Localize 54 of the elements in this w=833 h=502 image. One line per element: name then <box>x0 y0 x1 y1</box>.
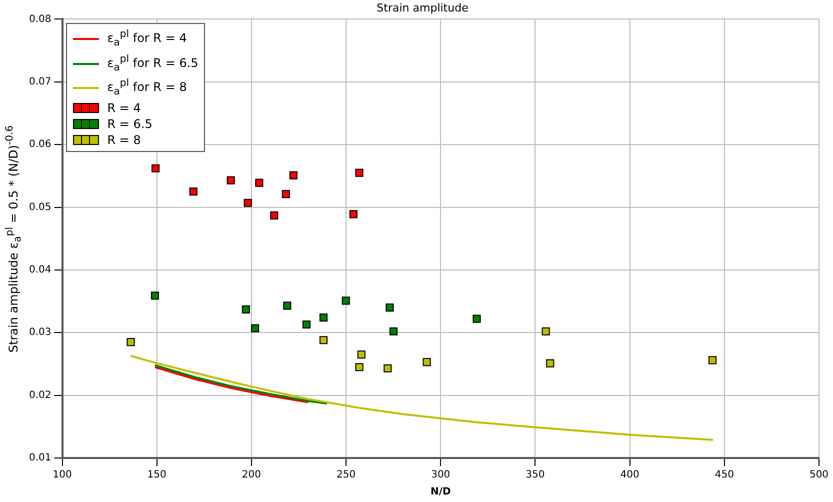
point <box>546 359 554 368</box>
legend-label: R = 4 <box>107 100 141 116</box>
x-tick-label: 100 <box>52 470 72 481</box>
point <box>472 314 481 323</box>
legend-label: ε$_{a}$$^{pl}$ for R = 6.5 <box>107 52 198 75</box>
y-tick-label: 0.01 <box>29 452 52 464</box>
y-tick-label: 0.05 <box>29 202 52 213</box>
point <box>251 324 260 332</box>
point <box>289 171 298 180</box>
point <box>283 302 292 310</box>
point <box>357 350 366 359</box>
x-tick-label: 300 <box>431 470 450 481</box>
x-tick-label: 250 <box>336 470 356 481</box>
point <box>150 292 159 300</box>
point <box>319 336 328 344</box>
point <box>542 327 550 336</box>
y-tick-label: 0.08 <box>29 14 52 25</box>
legend-label: ε$_{a}$$^{pl}$ for R = 8 <box>107 76 187 100</box>
point <box>349 210 358 218</box>
y-tick-label: 0.06 <box>29 139 52 150</box>
point <box>244 198 252 207</box>
point <box>319 314 328 322</box>
point <box>384 364 392 372</box>
y-tick-label: 0.07 <box>29 76 52 88</box>
legend-label: ε$_{a}$$^{pl}$ for R = 4 <box>107 28 187 51</box>
point <box>708 356 717 364</box>
x-tick-label: 400 <box>620 470 640 481</box>
x-tick-label: 450 <box>714 470 734 481</box>
point <box>355 168 364 177</box>
x-tick-label: 350 <box>526 470 545 481</box>
point <box>242 305 250 314</box>
point <box>126 338 135 346</box>
point <box>255 178 264 187</box>
point <box>389 327 398 336</box>
point <box>302 320 311 329</box>
legend-label: R = 8 <box>107 132 141 148</box>
point <box>270 211 278 220</box>
legend-label: R = 6.5 <box>107 116 152 132</box>
point <box>152 164 160 172</box>
y-tick-label: 0.04 <box>29 264 52 276</box>
x-tick-label: 150 <box>147 470 166 481</box>
point <box>422 358 431 366</box>
chart-title: Strain amplitude <box>376 1 469 14</box>
point <box>355 363 364 372</box>
point <box>282 190 290 198</box>
point <box>189 188 198 196</box>
x-tick-label: 500 <box>809 470 829 481</box>
y-tick-label: 0.02 <box>29 390 52 401</box>
point <box>386 304 394 312</box>
point <box>226 176 235 184</box>
y-tick-label: 0.03 <box>29 327 52 338</box>
point <box>342 296 350 305</box>
x-axis-title: N/D <box>430 486 451 498</box>
x-tick-label: 200 <box>242 470 261 481</box>
